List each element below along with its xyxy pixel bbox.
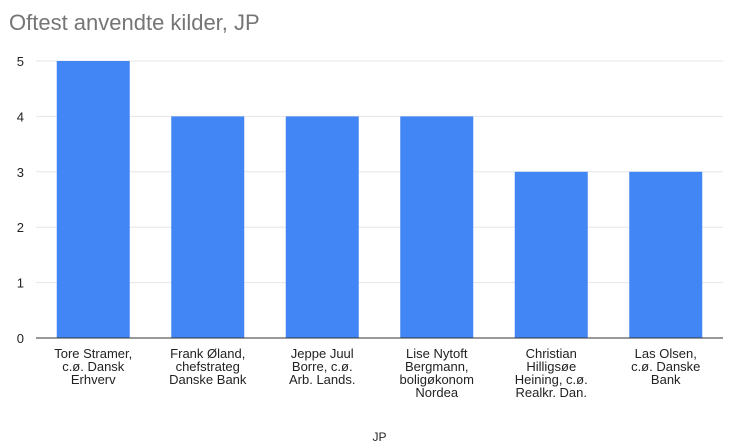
x-axis-title: JP	[372, 430, 386, 444]
x-tick-label-line: Erhverv	[71, 372, 116, 387]
x-tick-label-line: boligøkonom	[400, 372, 474, 387]
bar	[171, 116, 245, 339]
x-tick-label-line: Nordea	[415, 385, 458, 400]
x-tick-label-line: Hilligsøe	[526, 359, 576, 374]
y-tick-label: 2	[17, 220, 24, 235]
y-tick-label: 0	[17, 331, 24, 346]
y-tick-label: 4	[17, 109, 24, 124]
x-tick-label-line: Tore Stramer,	[54, 346, 132, 361]
x-tick-label-line: Frank Øland,	[170, 346, 245, 361]
x-tick-label-line: c.ø. Dansk	[62, 359, 125, 374]
bar	[285, 116, 359, 339]
chart-title: Oftest anvendte kilder, JP	[9, 10, 260, 35]
y-tick-label: 3	[17, 165, 24, 180]
bar	[514, 171, 588, 338]
x-tick-label: Frank Øland, chefstrateg Danske Bank	[169, 346, 247, 387]
x-tick-label-line: Danske Bank	[169, 372, 247, 387]
x-tick-label-line: Jeppe Juul	[291, 346, 354, 361]
y-tick-label: 5	[17, 54, 24, 69]
bar	[629, 171, 703, 338]
x-tick-label-line: Borre, c.ø.	[292, 359, 353, 374]
x-tick-label-line: Christian	[526, 346, 577, 361]
bar	[56, 61, 130, 338]
x-tick-label: Las Olsen, c.ø. Danske Bank	[631, 346, 700, 387]
y-tick-label: 1	[17, 276, 24, 291]
x-tick-label-line: Bergmann,	[405, 359, 469, 374]
x-tick-label-line: Lise Nytoft	[406, 346, 468, 361]
x-tick-label-line: Arb. Lands.	[289, 372, 356, 387]
x-tick-label-line: Bank	[651, 372, 681, 387]
x-tick-label-line: Realkr. Dan.	[515, 385, 587, 400]
x-tick-label-line: chefstrateg	[176, 359, 240, 374]
x-tick-label: Tore Stramer, c.ø. Dansk Erhverv	[54, 346, 132, 387]
x-tick-label-line: c.ø. Danske	[631, 359, 700, 374]
y-axis-ticks: 0 1 2 3 4 5	[17, 54, 24, 346]
x-tick-label: Christian Hilligsøe Heining, c.ø. Realkr. D…	[515, 346, 588, 400]
x-tick-label-line: Las Olsen,	[635, 346, 697, 361]
x-tick-label: Lise Nytoft Bergmann, boligøkonom Nordea	[400, 346, 474, 400]
bars	[56, 61, 703, 339]
gridlines	[36, 60, 723, 284]
x-tick-label-line: Heining, c.ø.	[515, 372, 588, 387]
x-axis-ticks: Tore Stramer, c.ø. Dansk Erhverv Frank Ølan…	[54, 346, 700, 400]
x-tick-label: Jeppe Juul Borre, c.ø. Arb. Lands.	[289, 346, 356, 387]
bar	[400, 116, 474, 339]
